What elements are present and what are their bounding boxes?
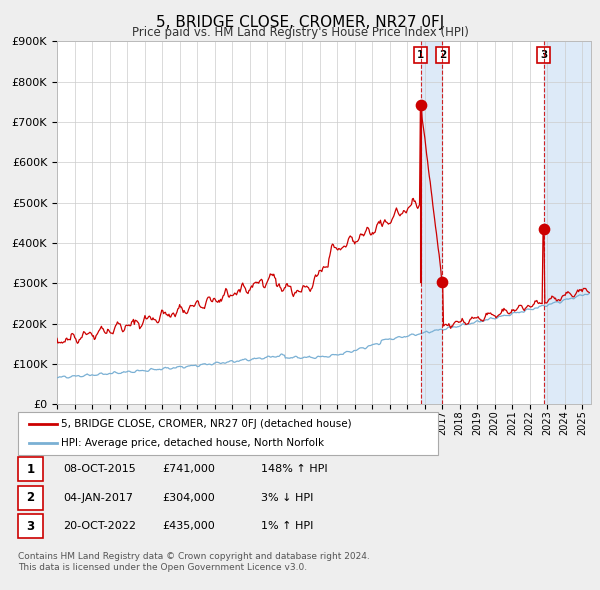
Text: 04-JAN-2017: 04-JAN-2017 [63, 493, 133, 503]
Text: Contains HM Land Registry data © Crown copyright and database right 2024.: Contains HM Land Registry data © Crown c… [18, 552, 370, 561]
Bar [544, 41, 591, 404]
Text: 3: 3 [26, 520, 35, 533]
Text: Price paid vs. HM Land Registry's House Price Index (HPI): Price paid vs. HM Land Registry's House … [131, 26, 469, 39]
Text: 20-OCT-2022: 20-OCT-2022 [63, 522, 136, 531]
Text: 5, BRIDGE CLOSE, CROMER, NR27 0FJ: 5, BRIDGE CLOSE, CROMER, NR27 0FJ [156, 15, 444, 30]
Text: £435,000: £435,000 [162, 522, 215, 531]
Text: 1% ↑ HPI: 1% ↑ HPI [261, 522, 313, 531]
Text: 3% ↓ HPI: 3% ↓ HPI [261, 493, 313, 503]
Point [416, 101, 425, 110]
Text: This data is licensed under the Open Government Licence v3.0.: This data is licensed under the Open Gov… [18, 563, 307, 572]
Text: 3: 3 [540, 50, 547, 60]
Text: 1: 1 [417, 50, 424, 60]
Text: 08-OCT-2015: 08-OCT-2015 [63, 464, 136, 474]
Text: 148% ↑ HPI: 148% ↑ HPI [261, 464, 328, 474]
Text: 2: 2 [439, 50, 446, 60]
Text: 2: 2 [26, 491, 35, 504]
Text: £304,000: £304,000 [162, 493, 215, 503]
Point [539, 224, 548, 234]
Text: £741,000: £741,000 [162, 464, 215, 474]
Text: 5, BRIDGE CLOSE, CROMER, NR27 0FJ (detached house): 5, BRIDGE CLOSE, CROMER, NR27 0FJ (detac… [61, 419, 352, 430]
Bar [421, 41, 442, 404]
Text: HPI: Average price, detached house, North Norfolk: HPI: Average price, detached house, Nort… [61, 438, 325, 448]
Point [437, 277, 447, 286]
Text: 1: 1 [26, 463, 35, 476]
